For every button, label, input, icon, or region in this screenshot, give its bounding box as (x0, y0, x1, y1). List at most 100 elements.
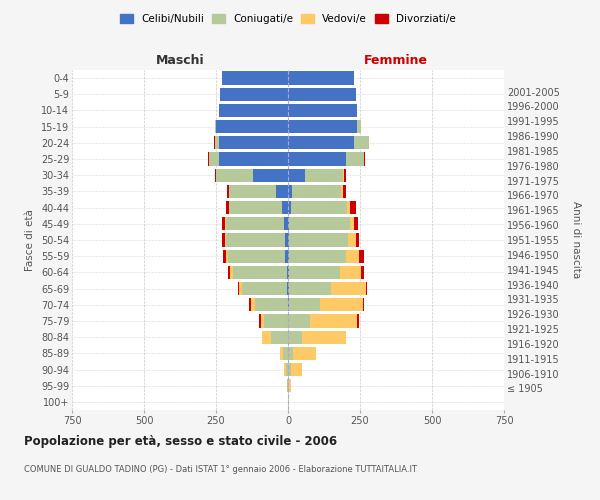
Bar (310, 314, 357, 328)
Bar (288, 346, 293, 360)
Bar (288, 330, 302, 344)
Bar (366, 282, 367, 295)
Bar (361, 266, 364, 279)
Bar (363, 298, 364, 312)
Bar (350, 201, 356, 214)
Bar (343, 168, 344, 182)
Bar (219, 136, 288, 149)
Bar (302, 330, 346, 344)
Bar (239, 282, 242, 295)
Y-axis label: Anni di nascita: Anni di nascita (571, 202, 581, 278)
Bar (288, 120, 357, 134)
Text: Maschi: Maschi (155, 54, 205, 68)
Bar (364, 152, 365, 166)
Bar (289, 234, 349, 246)
Bar (216, 120, 288, 134)
Bar (242, 282, 287, 295)
Bar (288, 136, 354, 149)
Bar (215, 168, 216, 182)
Bar (230, 266, 233, 279)
Text: COMUNE DI GUALDO TADINO (PG) - Dati ISTAT 1° gennaio 2006 - Elaborazione TUTTAIT: COMUNE DI GUALDO TADINO (PG) - Dati ISTA… (24, 465, 417, 474)
Bar (288, 266, 289, 279)
Bar (286, 363, 288, 376)
Bar (226, 217, 284, 230)
Bar (289, 282, 331, 295)
Bar (288, 282, 289, 295)
Bar (233, 266, 287, 279)
Bar (229, 201, 282, 214)
Bar (288, 152, 346, 166)
Bar (346, 152, 364, 166)
Bar (284, 363, 286, 376)
Bar (262, 330, 271, 344)
Y-axis label: Fasce di età: Fasce di età (25, 209, 35, 271)
Bar (340, 266, 361, 279)
Bar (292, 185, 341, 198)
Bar (277, 185, 288, 198)
Bar (357, 120, 361, 134)
Bar (289, 250, 346, 263)
Bar (226, 250, 227, 263)
Bar (226, 234, 285, 246)
Bar (253, 168, 288, 182)
Bar (288, 234, 289, 246)
Bar (224, 217, 226, 230)
Bar (354, 136, 368, 149)
Bar (220, 88, 288, 101)
Bar (288, 185, 292, 198)
Bar (289, 298, 320, 312)
Bar (291, 363, 302, 376)
Bar (288, 168, 305, 182)
Bar (284, 217, 288, 230)
Bar (209, 152, 219, 166)
Bar (219, 104, 288, 117)
Bar (287, 282, 288, 295)
Bar (343, 185, 346, 198)
Bar (357, 314, 359, 328)
Bar (223, 250, 226, 263)
Bar (222, 72, 288, 85)
Bar (285, 234, 288, 246)
Bar (288, 250, 289, 263)
Bar (288, 201, 291, 214)
Bar (354, 217, 358, 230)
Bar (289, 217, 350, 230)
Bar (224, 234, 226, 246)
Text: Popolazione per età, sesso e stato civile - 2006: Popolazione per età, sesso e stato civil… (24, 435, 337, 448)
Bar (283, 346, 288, 360)
Bar (238, 282, 239, 295)
Bar (227, 250, 285, 263)
Bar (356, 234, 359, 246)
Bar (291, 201, 347, 214)
Bar (350, 217, 354, 230)
Bar (216, 168, 253, 182)
Bar (347, 201, 350, 214)
Bar (305, 168, 343, 182)
Bar (359, 250, 364, 263)
Bar (288, 363, 291, 376)
Bar (288, 88, 356, 101)
Bar (320, 298, 363, 312)
Bar (208, 152, 209, 166)
Bar (287, 266, 288, 279)
Bar (219, 152, 288, 166)
Bar (344, 168, 346, 182)
Bar (288, 217, 289, 230)
Bar (222, 234, 224, 246)
Bar (215, 136, 219, 149)
Bar (229, 185, 277, 198)
Bar (259, 314, 260, 328)
Bar (289, 266, 340, 279)
Bar (255, 298, 288, 312)
Bar (249, 298, 251, 312)
Bar (222, 217, 224, 230)
Bar (226, 201, 229, 214)
Bar (349, 234, 356, 246)
Bar (288, 298, 289, 312)
Bar (346, 250, 359, 263)
Bar (289, 379, 292, 392)
Bar (288, 104, 357, 117)
Bar (251, 298, 255, 312)
Bar (227, 185, 229, 198)
Bar (285, 250, 288, 263)
